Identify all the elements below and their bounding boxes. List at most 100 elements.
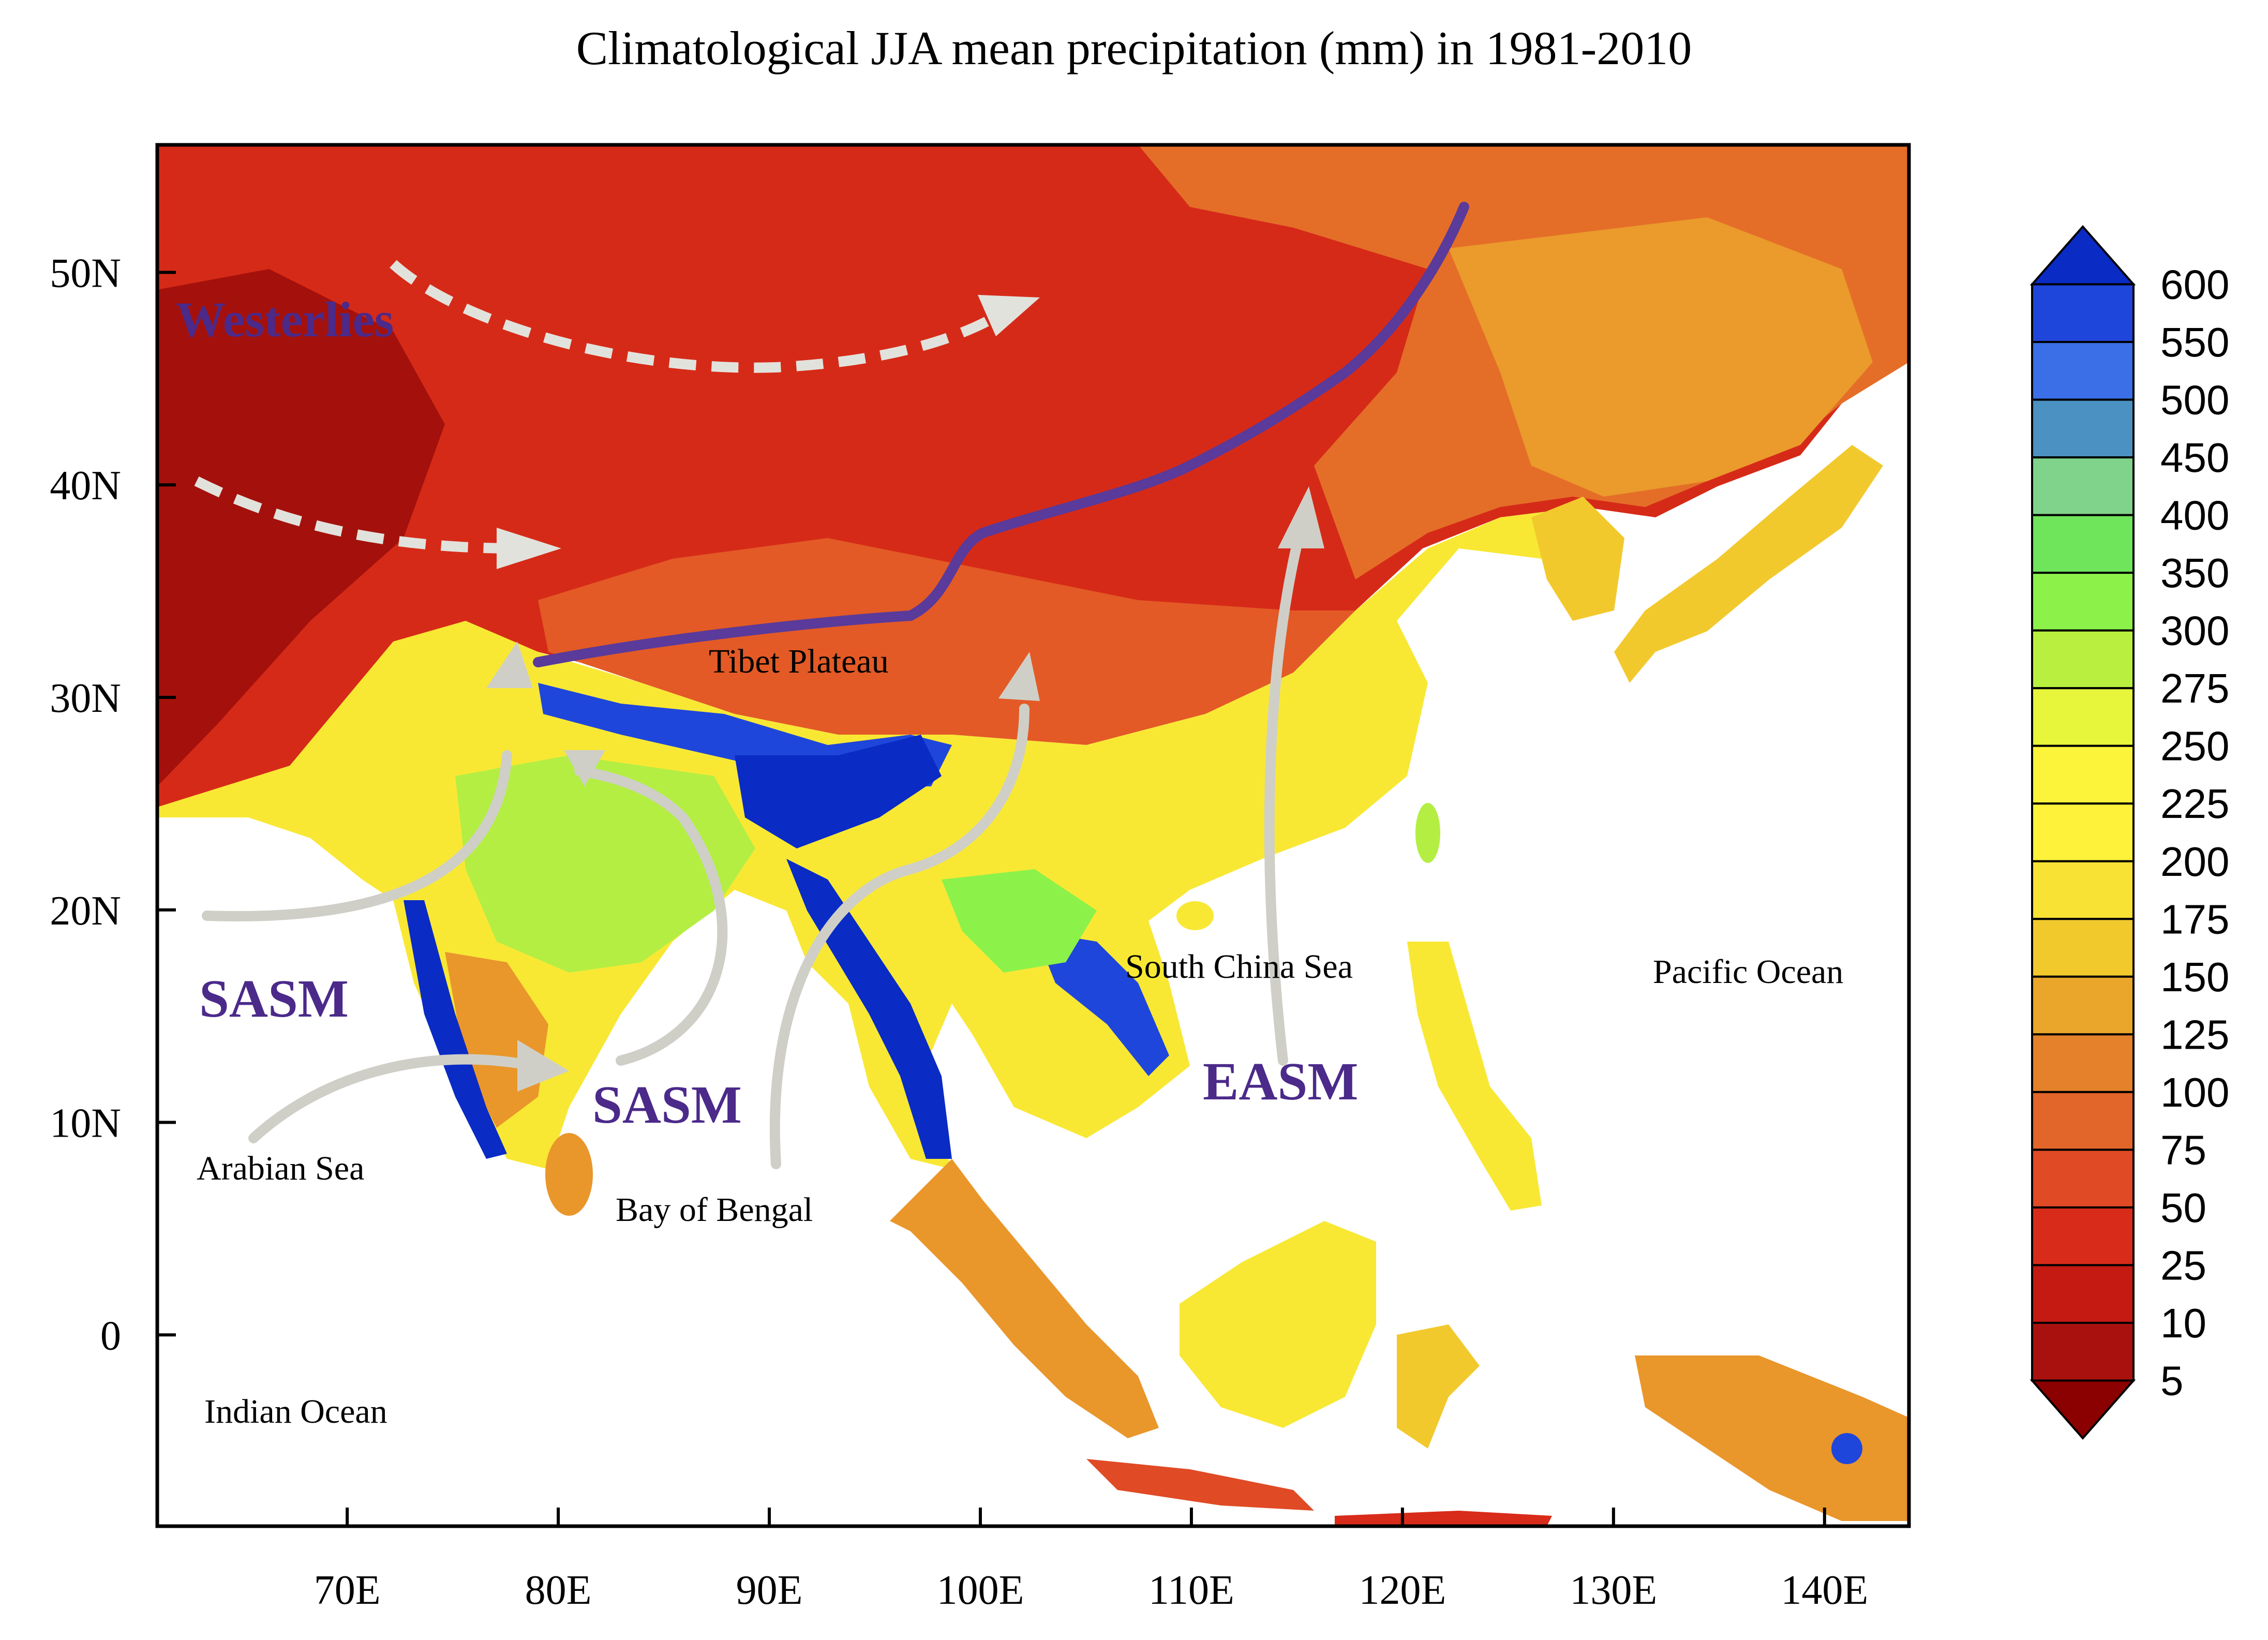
colorbar-label: 175 <box>2160 896 2229 942</box>
colorbar-bin <box>2031 341 2135 401</box>
colorbar-label: 75 <box>2160 1127 2206 1173</box>
colorbar-label: 400 <box>2160 493 2229 539</box>
sulawesi <box>1397 1324 1480 1449</box>
colorbar-label: 550 <box>2160 319 2229 365</box>
colorbar-bin <box>2031 1149 2135 1209</box>
westerly-arrowhead-south <box>497 528 561 569</box>
sasm-arrowhead-3 <box>564 750 605 786</box>
colorbar-bin <box>2031 1206 2135 1266</box>
colorbar-bin <box>2031 629 2135 690</box>
colorbar-label: 200 <box>2160 839 2229 885</box>
colorbar-bin <box>2031 687 2135 747</box>
colorbar-bin <box>2031 1321 2135 1382</box>
precip-field <box>157 145 1909 1526</box>
colorbar-bin <box>2031 975 2135 1036</box>
colorbar-bin <box>2031 744 2135 805</box>
easm-arrowhead <box>1278 486 1324 548</box>
japan <box>1614 445 1883 683</box>
x-tick-label: 140E <box>1781 1568 1868 1613</box>
colorbar-bin <box>2031 1033 2135 1093</box>
colorbar-label: 10 <box>2160 1300 2206 1346</box>
x-tick-label: 110E <box>1148 1568 1234 1613</box>
indochina-wet <box>1035 931 1169 1076</box>
colorbar-bin <box>2031 283 2135 344</box>
sasm-arrowhead-4 <box>998 652 1040 701</box>
x-tick-label: 70E <box>314 1568 381 1613</box>
x-tick-label: 80E <box>525 1568 592 1613</box>
y-tick-label: 0 <box>100 1313 121 1359</box>
easm-arrow <box>1264 512 1309 1066</box>
colorbar-bin <box>2031 514 2135 574</box>
lesser-sunda <box>1335 1511 1552 1526</box>
land-tibet <box>538 538 1355 745</box>
colorbar-bin <box>2031 398 2135 459</box>
map-axes: 70E 80E 90E 100E 110E 120E 130E 140E 50N 40N 30N 20… <box>50 250 1868 1613</box>
colorbar-bin <box>2031 860 2135 920</box>
colorbar-label: 225 <box>2160 781 2229 827</box>
sasm-arrow-2 <box>248 1054 538 1143</box>
colorbar-label: 100 <box>2160 1069 2229 1115</box>
colorbar-label: 50 <box>2160 1185 2206 1231</box>
colorbar-label: 600 <box>2160 262 2229 308</box>
colorbar-label: 500 <box>2160 377 2229 423</box>
colorbar-bottom-triangle <box>2030 1379 2136 1440</box>
label-sasm-east: SASM <box>592 1075 742 1135</box>
x-tick-label: 90E <box>736 1568 803 1613</box>
colorbar-label: 25 <box>2160 1242 2206 1288</box>
colorbar-bin <box>2031 918 2135 978</box>
borneo <box>1180 1221 1376 1428</box>
western-ghats-wet <box>404 900 507 1159</box>
y-tick-label: 30N <box>50 676 121 721</box>
colorbar-label: 350 <box>2160 550 2229 596</box>
java <box>1086 1459 1314 1511</box>
monsoon-arrowheads <box>486 486 1324 1092</box>
colorbar-label: 150 <box>2160 954 2229 1000</box>
label-pacific-ocean: Pacific Ocean <box>1653 953 1843 991</box>
label-sasm-west: SASM <box>199 969 349 1028</box>
colorbar-top-triangle <box>2030 225 2136 286</box>
colorbar-bin <box>2031 456 2135 516</box>
colorbar: 6005505004504003503002752502252001751501… <box>2030 225 2229 1440</box>
label-westerlies: Westerlies <box>176 292 394 347</box>
colorbar-bin <box>2031 1091 2135 1151</box>
label-arabian-sea: Arabian Sea <box>197 1150 364 1187</box>
new-guinea <box>1635 1355 1909 1521</box>
colorbar-bin <box>2031 802 2135 862</box>
y-tick-label: 50N <box>50 250 121 296</box>
label-bay-of-bengal: Bay of Bengal <box>616 1191 813 1229</box>
colorbar-label: 450 <box>2160 435 2229 481</box>
new-guinea-wet-spot <box>1831 1433 1862 1464</box>
y-tick-label: 40N <box>50 463 121 509</box>
label-south-china-sea: South China Sea <box>1125 948 1353 986</box>
plot-frame <box>155 143 1911 1528</box>
colorbar-label: 125 <box>2160 1011 2229 1057</box>
figure-title: Climatological JJA mean precipitation (m… <box>576 22 1692 74</box>
sasm-arrow-3 <box>574 766 728 1066</box>
sasm-arrow-1 <box>202 750 512 922</box>
colorbar-label: 250 <box>2160 723 2229 769</box>
monsoon-boundary-line <box>533 202 1469 667</box>
sasm-arrowhead-1 <box>486 642 533 688</box>
westerly-arrow-south <box>194 476 518 554</box>
map-labels: Westerlies Tibet Plateau SASM SASM EASM … <box>176 292 1843 1430</box>
indochina-green <box>942 869 1097 973</box>
y-tick-label: 20N <box>50 888 121 934</box>
westerly-arrow-north <box>390 260 1017 373</box>
label-easm: EASM <box>1203 1052 1358 1111</box>
philippines <box>1407 942 1542 1211</box>
colorbar-label: 5 <box>2160 1358 2184 1404</box>
hainan <box>1176 901 1214 930</box>
assam-wet-spot <box>735 735 942 848</box>
x-tick-label: 100E <box>937 1568 1024 1613</box>
sasm-arrow-4 <box>769 704 1029 1169</box>
land-northeast-amber <box>1449 217 1873 497</box>
malay-sumatra <box>890 1159 1159 1438</box>
colorbar-label: 275 <box>2160 665 2229 711</box>
x-tick-label: 130E <box>1570 1568 1657 1613</box>
colorbar-bin <box>2031 1264 2135 1324</box>
label-indian-ocean: Indian Ocean <box>204 1393 387 1430</box>
x-tick-label: 120E <box>1359 1568 1446 1613</box>
sri-lanka <box>545 1133 593 1216</box>
